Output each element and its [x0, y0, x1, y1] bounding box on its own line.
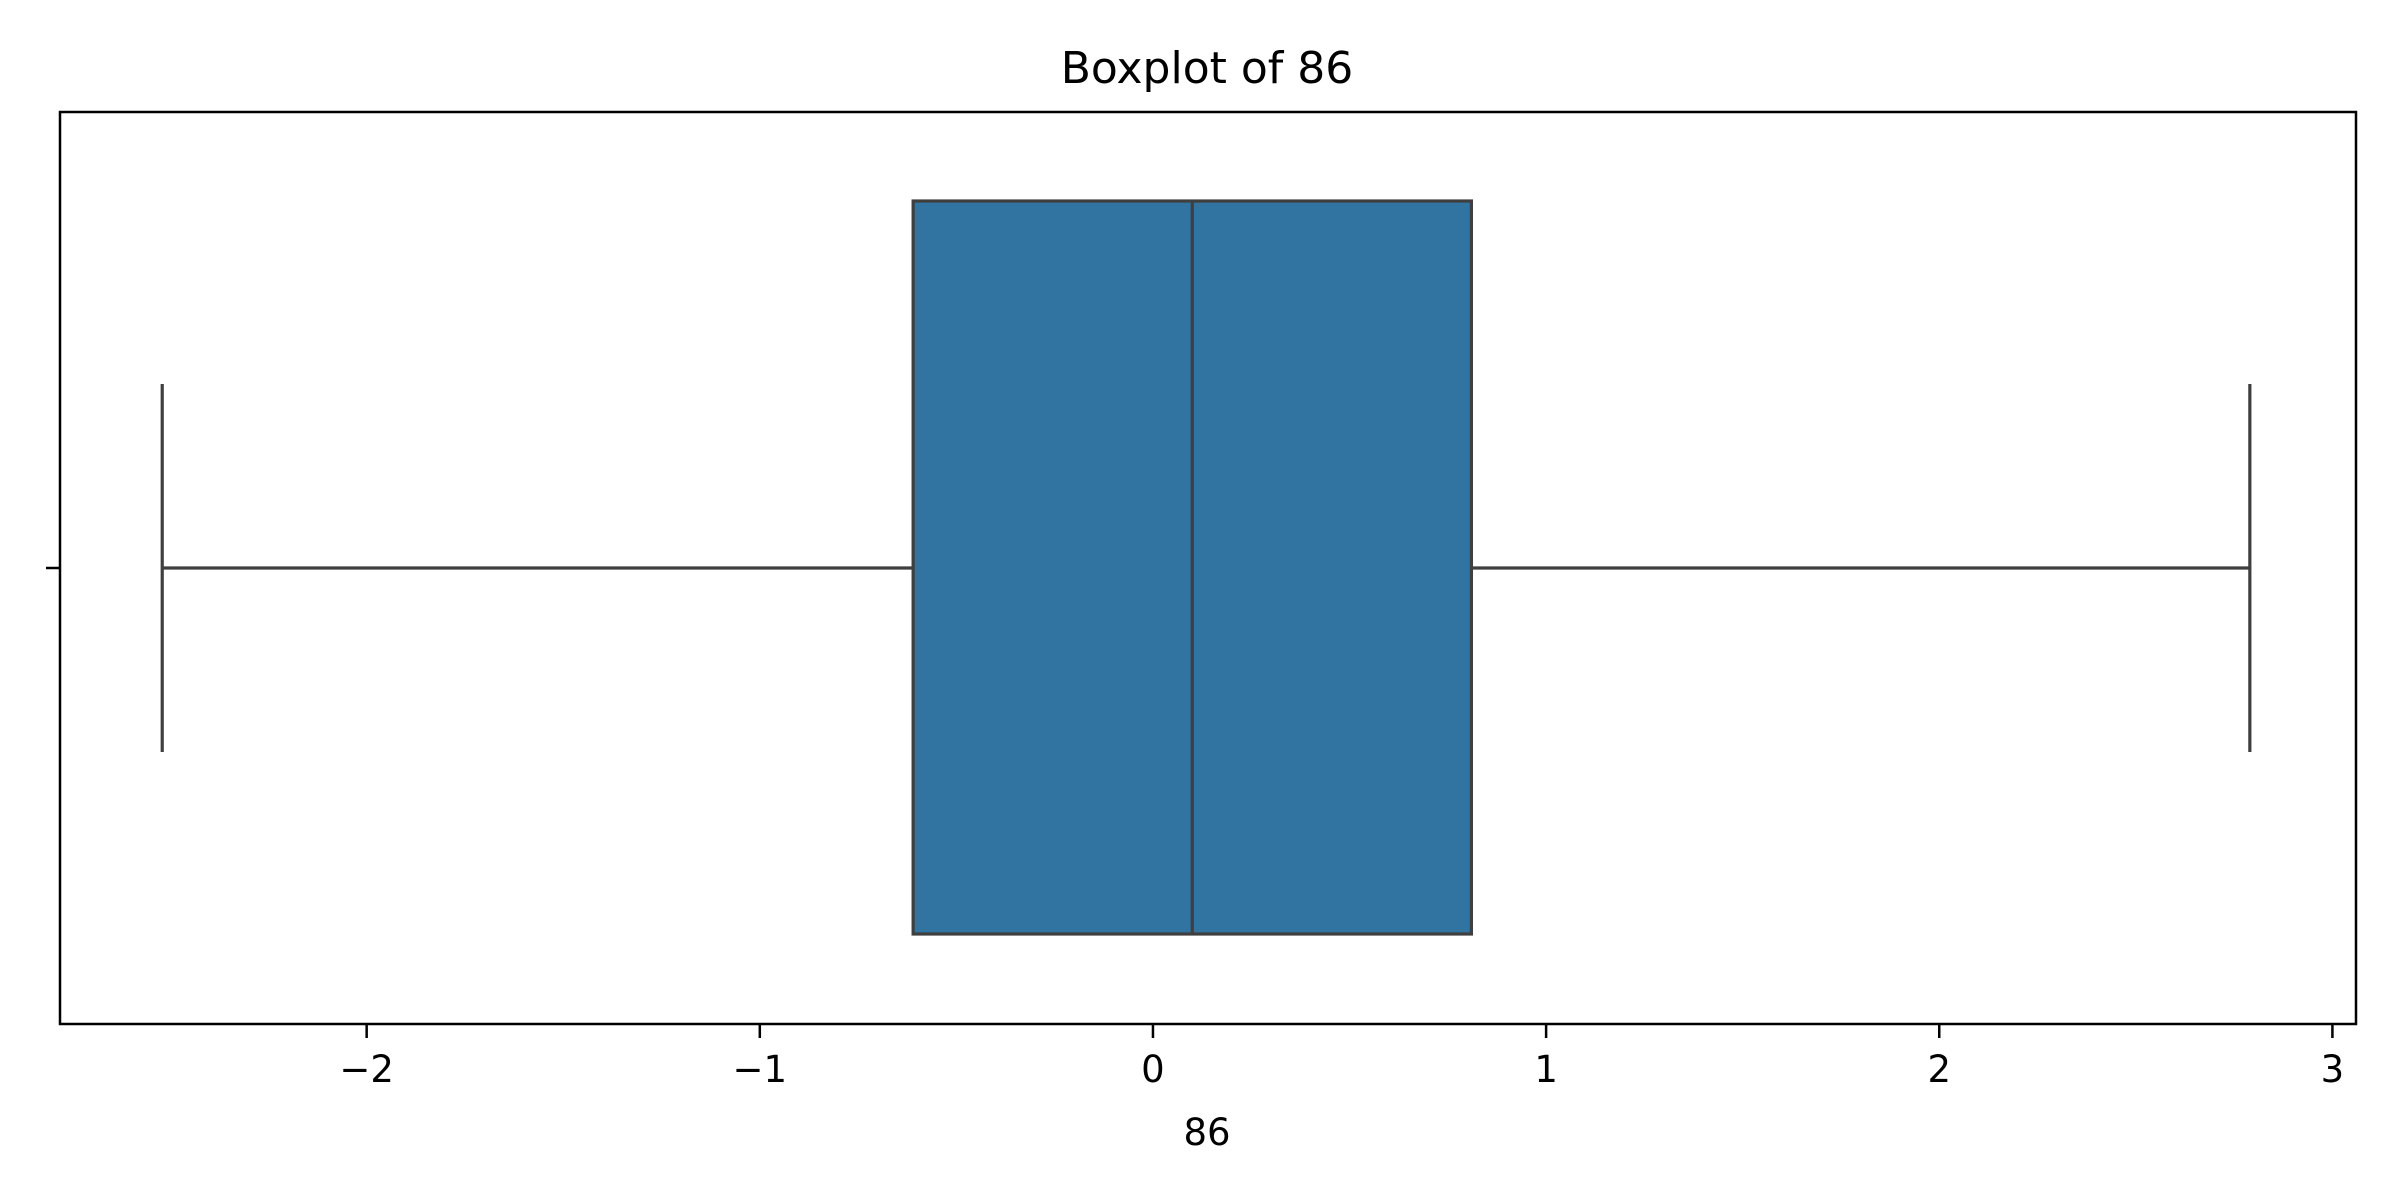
- x-tick-label: −1: [733, 1048, 788, 1091]
- x-axis-ticks: −2 −1 0 1 2 3: [339, 1024, 2344, 1091]
- x-tick-label: 2: [1927, 1048, 1951, 1091]
- plot-area: −2 −1 0 1 2 3: [46, 110, 2358, 1091]
- x-tick-label: 0: [1141, 1048, 1165, 1091]
- x-tick-label: 3: [2321, 1048, 2345, 1091]
- x-axis-label: 86: [1183, 1111, 1230, 1154]
- x-tick-label: 1: [1534, 1048, 1558, 1091]
- box-element: [160, 199, 2252, 936]
- x-tick-label: −2: [339, 1048, 394, 1091]
- chart-title: Boxplot of 86: [1061, 43, 1354, 94]
